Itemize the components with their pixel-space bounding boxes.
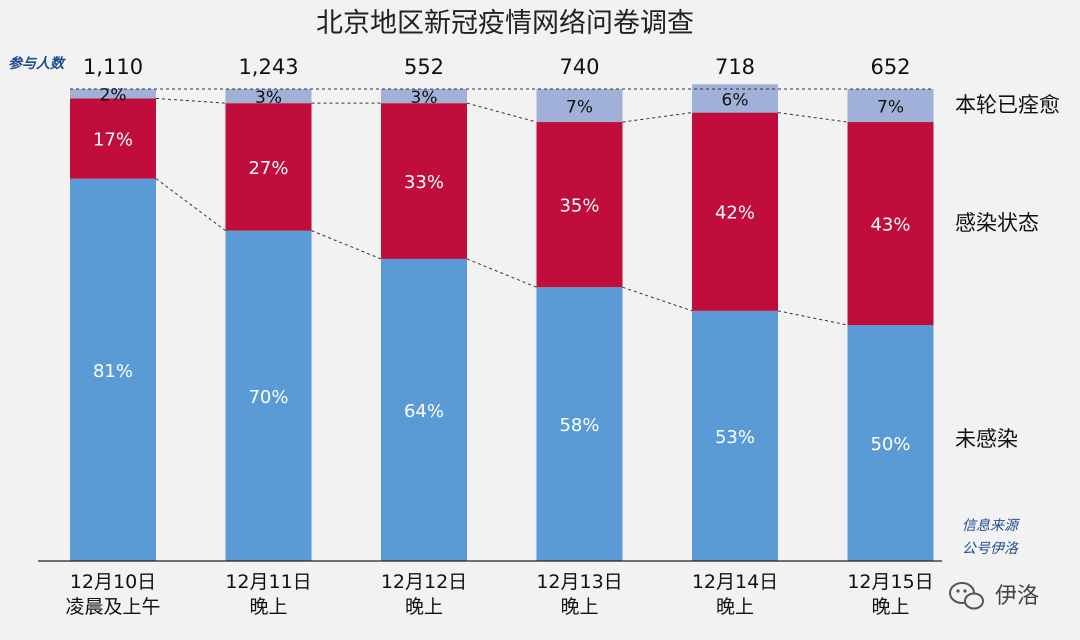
data-label-2-0: 2% <box>100 86 127 106</box>
bar-0-2 <box>381 258 467 561</box>
bars-group <box>70 84 934 561</box>
bar-2-1 <box>225 89 312 104</box>
legend-entry-2: 本轮已痊愈 <box>955 93 1060 117</box>
bar-1-0 <box>70 98 156 179</box>
data-label-0-1: 70% <box>248 387 288 408</box>
data-label-1-5: 43% <box>870 215 910 236</box>
connector-lines <box>70 88 934 326</box>
data-label-2-5: 7% <box>877 98 904 118</box>
x-tick-label-4-0: 12月14日 <box>692 571 778 593</box>
data-label-2-1: 3% <box>255 88 282 108</box>
bar-0-4 <box>692 310 778 561</box>
bar-2-0 <box>70 89 156 99</box>
bar-2-2 <box>381 89 467 104</box>
data-label-0-2: 64% <box>404 401 444 422</box>
x-tick-label-0-0: 12月10日 <box>70 571 156 593</box>
legend-entry-0: 未感染 <box>955 427 1018 451</box>
bar-0-5 <box>847 325 934 561</box>
data-label-1-4: 42% <box>715 203 755 224</box>
participant-count-5: 652 <box>870 55 910 79</box>
wechat-icon <box>949 582 984 610</box>
data-label-0-4: 53% <box>715 427 755 448</box>
bar-0-0 <box>70 178 156 561</box>
bar-1-2 <box>381 103 467 259</box>
bar-1-3 <box>536 122 623 288</box>
data-label-0-3: 58% <box>559 415 599 436</box>
legend-entry-1: 感染状态 <box>955 211 1039 235</box>
source-note-line-1: 信息来源 <box>962 518 1021 534</box>
bar-1-4 <box>692 112 778 311</box>
x-tick-label-2-1: 晚上 <box>405 596 443 618</box>
x-tick-label-3-1: 晚上 <box>560 596 598 618</box>
data-label-0-5: 50% <box>870 434 910 455</box>
bar-0-3 <box>536 287 623 561</box>
chart-title: 北京地区新冠疫情网络问卷调查 <box>316 8 694 39</box>
participant-count-2: 552 <box>404 55 444 79</box>
data-label-2-4: 6% <box>722 90 749 110</box>
data-label-2-2: 3% <box>411 88 438 108</box>
bar-1-1 <box>225 103 312 231</box>
data-label-1-1: 27% <box>248 158 288 179</box>
data-label-1-2: 33% <box>404 172 444 193</box>
participant-count-3: 740 <box>559 55 599 79</box>
x-tick-label-1-0: 12月11日 <box>225 571 311 593</box>
bar-0-1 <box>225 230 312 561</box>
bar-2-5 <box>847 89 934 123</box>
bar-1-5 <box>847 122 934 325</box>
x-tick-label-5-0: 12月15日 <box>847 571 933 593</box>
connector-infected <box>155 97 848 123</box>
source-note-line-2: 公号伊洛 <box>962 541 1019 557</box>
x-tick-label-2-0: 12月12日 <box>381 571 467 593</box>
connector-uninfected <box>155 178 848 326</box>
data-label-2-3: 7% <box>566 98 593 118</box>
x-tick-label-0-1: 凌晨及上午 <box>65 596 160 618</box>
legend: 未感染 感染状态 本轮已痊愈 <box>955 93 1060 451</box>
participants-label: 参与人数 <box>8 55 66 72</box>
participant-count-1: 1,243 <box>238 55 298 79</box>
watermark: 伊洛 <box>995 584 1039 609</box>
participant-count-0: 1,110 <box>83 55 143 79</box>
x-tick-label-1-1: 晚上 <box>249 596 287 618</box>
x-tick-label-4-1: 晚上 <box>716 596 754 618</box>
data-label-0-0: 81% <box>93 361 133 382</box>
data-label-1-3: 35% <box>559 196 599 217</box>
x-tick-label-5-1: 晚上 <box>871 596 909 618</box>
bar-2-3 <box>536 89 623 123</box>
x-tick-label-3-0: 12月13日 <box>536 571 622 593</box>
participant-count-4: 718 <box>715 55 755 79</box>
data-label-1-0: 17% <box>93 130 133 151</box>
